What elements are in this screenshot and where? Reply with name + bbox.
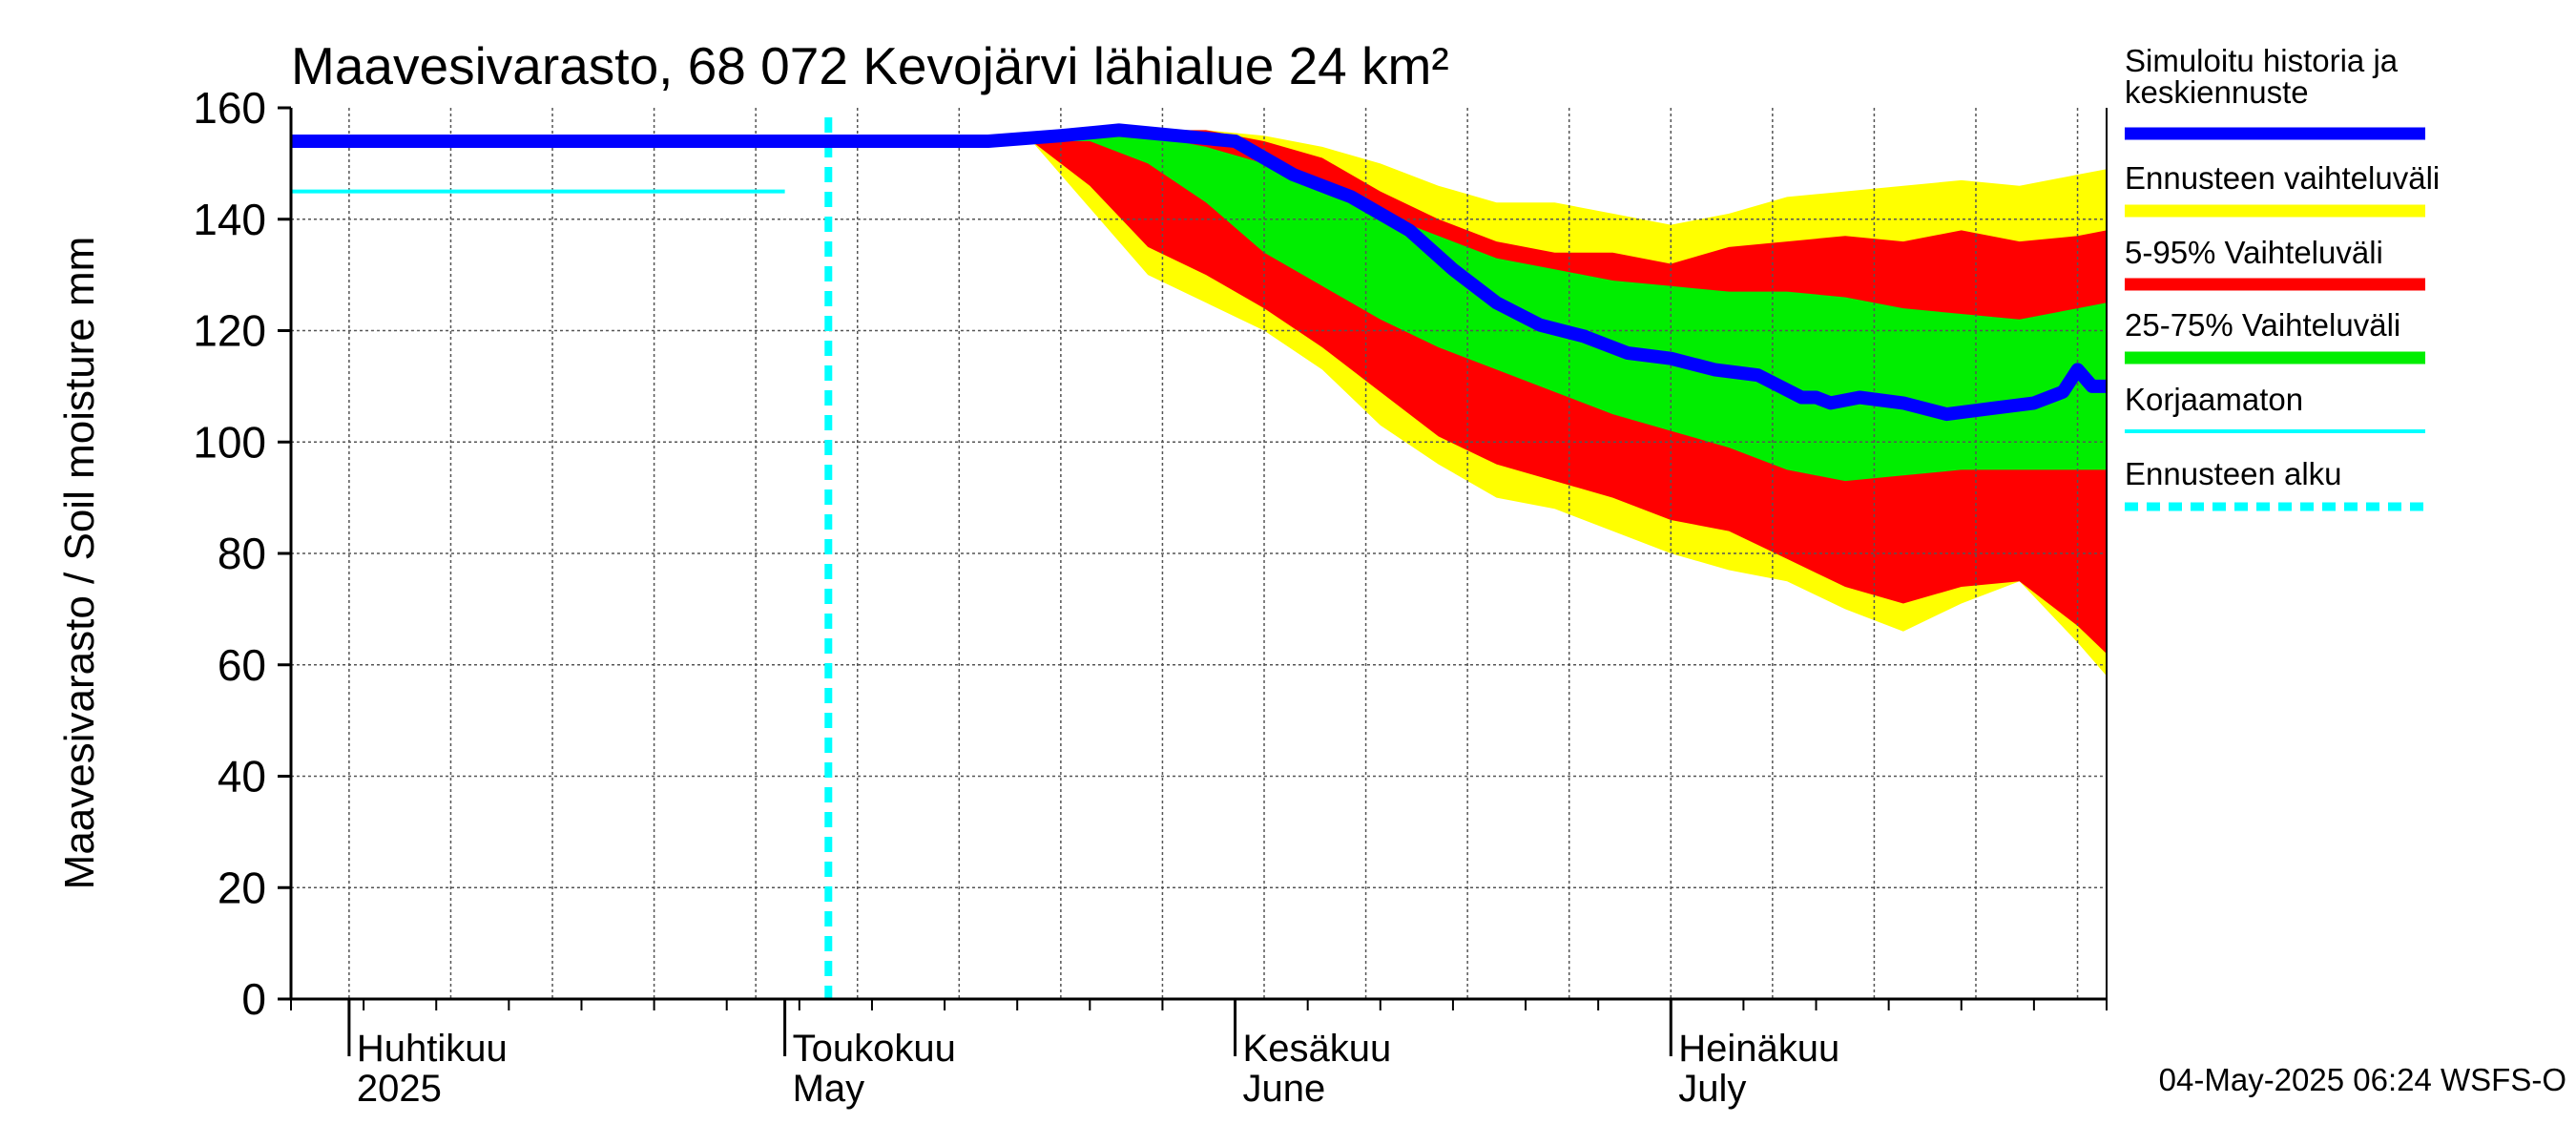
legend-label: 25-75% Vaihteluväli [2125, 307, 2400, 343]
month-label-en: 2025 [357, 1068, 442, 1110]
legend-label: Simuloitu historia ja [2125, 43, 2399, 78]
timestamp-label: 04-May-2025 06:24 WSFS-O [2159, 1062, 2566, 1097]
y-axis-label: Maavesivarasto / Soil moisture mm [56, 237, 103, 890]
legend-label: Ennusteen vaihteluväli [2125, 160, 2440, 196]
month-label-fi: Huhtikuu [357, 1028, 508, 1070]
legend-label: 5-95% Vaihteluväli [2125, 235, 2383, 270]
y-tick-label: 40 [218, 752, 266, 802]
month-label-fi: Heinäkuu [1678, 1028, 1839, 1070]
y-tick-label: 140 [193, 195, 266, 244]
month-label-fi: Toukokuu [793, 1028, 956, 1070]
y-tick-label: 160 [193, 83, 266, 133]
median-line [291, 123, 2107, 422]
y-tick-label: 60 [218, 640, 266, 690]
month-label-fi: Kesäkuu [1243, 1028, 1392, 1070]
y-tick-label: 20 [218, 863, 266, 912]
y-tick-label: 100 [193, 417, 266, 467]
legend-label: Ennusteen alku [2125, 456, 2342, 491]
month-label-en: June [1243, 1068, 1326, 1110]
y-tick-label: 80 [218, 529, 266, 578]
legend-label: keskiennuste [2125, 74, 2309, 110]
series-lines [291, 117, 2107, 999]
legend-label: Korjaamaton [2125, 382, 2303, 417]
y-tick-label: 0 [241, 974, 266, 1024]
grid-lines [291, 108, 2107, 999]
month-label-en: May [793, 1068, 865, 1110]
y-tick-label: 120 [193, 306, 266, 356]
month-label-en: July [1678, 1068, 1746, 1110]
chart-title: Maavesivarasto, 68 072 Kevojärvi lähialu… [291, 36, 1449, 95]
forecast-bands [1031, 130, 2107, 677]
